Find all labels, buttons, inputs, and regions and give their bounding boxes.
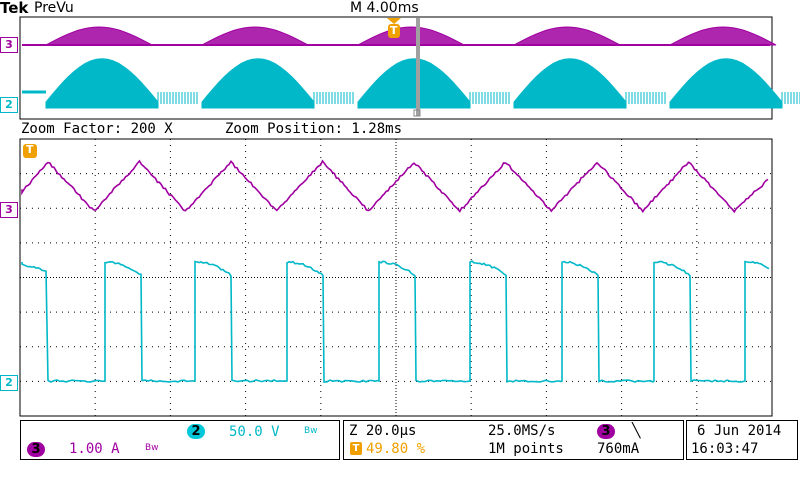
ch3-bw-icon: Bw	[145, 443, 159, 453]
main-ch2-marker[interactable]: 2	[0, 375, 18, 391]
ch3-scale: 1.00 A	[69, 441, 120, 457]
trigger-source-badge: 3	[597, 424, 615, 439]
time-label: 16:03:47	[691, 441, 758, 457]
ch2-bw-icon: Bw	[304, 426, 318, 436]
trigger-position: 49.80 %	[366, 441, 425, 457]
trigger-level: 760mA	[597, 441, 639, 457]
main-trigger-marker[interactable]: T	[23, 143, 37, 157]
zoom-scale: Z 20.0µs	[349, 423, 416, 439]
ch2-scale: 50.0 V	[229, 424, 280, 440]
main-ch3-marker[interactable]: 3	[0, 202, 18, 218]
ch3-badge: 3	[27, 442, 45, 457]
sample-rate: 25.0MS/s	[488, 423, 555, 439]
trigger-position-icon-label: T	[353, 443, 360, 454]
channel-status-box[interactable]: 2 50.0 V Bw 3 1.00 A Bw	[20, 420, 340, 460]
trigger-slope-icon: ╲	[632, 423, 640, 439]
ch2-badge: 2	[187, 424, 205, 439]
date-label: 6 Jun 2014	[697, 423, 781, 439]
main-ch3-marker-label: 3	[5, 203, 13, 216]
datetime-box: 6 Jun 2014 16:03:47	[686, 420, 798, 460]
acquisition-status-box[interactable]: Z 20.0µs T 49.80 % 25.0MS/s 1M points 3 …	[343, 420, 684, 460]
record-length: 1M points	[488, 441, 564, 457]
trigger-position-icon: T	[350, 442, 362, 455]
main-display[interactable]	[0, 0, 800, 420]
main-ch2-marker-label: 2	[5, 376, 13, 389]
main-trigger-label: T	[26, 143, 34, 156]
